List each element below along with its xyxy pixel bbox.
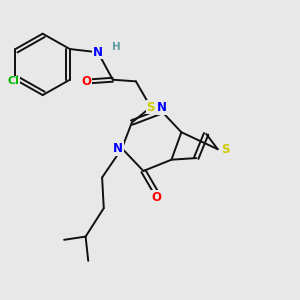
Text: O: O bbox=[81, 75, 92, 88]
Text: S: S bbox=[146, 101, 155, 114]
Text: N: N bbox=[93, 46, 103, 59]
Text: N: N bbox=[157, 101, 166, 114]
Text: N: N bbox=[113, 142, 123, 155]
Text: S: S bbox=[221, 143, 229, 156]
Text: H: H bbox=[112, 42, 120, 52]
Text: Cl: Cl bbox=[8, 76, 20, 86]
Text: O: O bbox=[152, 191, 162, 204]
